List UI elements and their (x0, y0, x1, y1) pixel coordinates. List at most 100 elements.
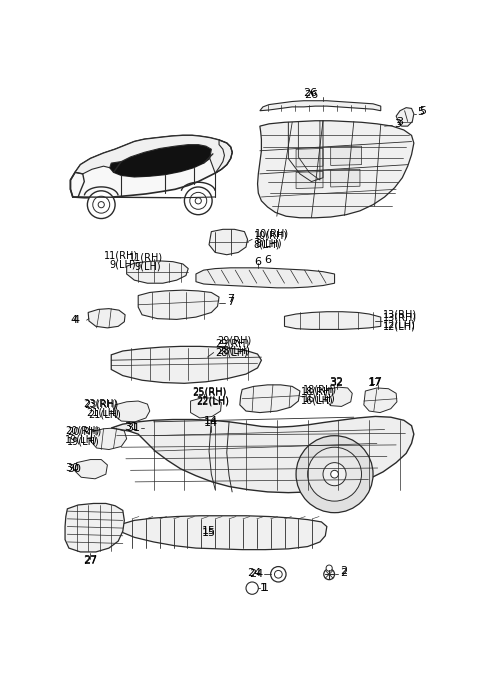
Text: 16(LH): 16(LH) (303, 394, 336, 404)
Text: 23(RH): 23(RH) (83, 399, 117, 408)
Polygon shape (121, 516, 327, 549)
Text: 3: 3 (396, 117, 403, 127)
Text: 18(RH): 18(RH) (301, 386, 336, 396)
Text: 11(RH): 11(RH) (104, 251, 138, 261)
Polygon shape (111, 416, 414, 493)
Text: 14: 14 (204, 418, 218, 428)
Text: 21(LH): 21(LH) (88, 409, 121, 419)
Text: 31: 31 (124, 422, 138, 433)
Text: 10(RH): 10(RH) (255, 229, 289, 239)
Polygon shape (191, 398, 221, 418)
Polygon shape (260, 100, 381, 111)
Text: 2: 2 (340, 566, 347, 576)
Text: 4: 4 (73, 315, 80, 325)
Text: 29(RH): 29(RH) (215, 338, 250, 348)
Polygon shape (258, 121, 414, 218)
Text: 32: 32 (329, 377, 343, 387)
Text: 31: 31 (127, 423, 141, 433)
Polygon shape (138, 290, 219, 319)
Polygon shape (296, 149, 323, 167)
Circle shape (324, 569, 335, 580)
Circle shape (296, 436, 373, 513)
Text: 9(LH): 9(LH) (109, 260, 135, 270)
Polygon shape (396, 108, 414, 126)
Polygon shape (110, 145, 213, 177)
Text: 16(LH): 16(LH) (301, 395, 334, 405)
Text: 6: 6 (254, 257, 261, 267)
Text: 9(LH): 9(LH) (134, 261, 161, 272)
Text: 24: 24 (247, 568, 262, 578)
Text: 24: 24 (249, 569, 263, 579)
Text: 26: 26 (304, 88, 318, 98)
Circle shape (87, 191, 115, 219)
Polygon shape (71, 135, 232, 198)
Polygon shape (331, 169, 360, 187)
Text: 7: 7 (228, 295, 235, 304)
Polygon shape (65, 503, 124, 552)
Text: 14: 14 (204, 416, 218, 426)
Circle shape (331, 471, 338, 478)
Text: 15: 15 (202, 528, 216, 538)
Text: 22(LH): 22(LH) (196, 397, 229, 407)
Text: 23(RH): 23(RH) (84, 400, 119, 410)
Text: 25(RH): 25(RH) (192, 388, 227, 398)
Text: 18(RH): 18(RH) (303, 384, 337, 394)
Polygon shape (364, 388, 397, 413)
Polygon shape (196, 268, 335, 288)
Circle shape (246, 582, 258, 594)
Text: 10(RH): 10(RH) (254, 230, 288, 240)
Text: 28(LH): 28(LH) (215, 348, 248, 358)
Text: 17: 17 (369, 377, 384, 387)
Text: 19(LH): 19(LH) (65, 435, 98, 445)
Text: 11(RH): 11(RH) (129, 252, 163, 262)
Circle shape (326, 565, 332, 571)
Polygon shape (114, 401, 150, 422)
Text: 8(LH): 8(LH) (255, 238, 282, 249)
Text: 19(LH): 19(LH) (67, 436, 100, 446)
Polygon shape (296, 172, 323, 189)
Circle shape (195, 198, 201, 204)
Text: 22(LH): 22(LH) (196, 395, 229, 405)
Text: 30: 30 (65, 463, 79, 473)
Text: 1: 1 (262, 583, 268, 593)
Text: 13(RH): 13(RH) (383, 310, 417, 320)
Text: 30: 30 (67, 464, 81, 474)
Text: 21(LH): 21(LH) (86, 407, 120, 418)
Text: 25(RH): 25(RH) (192, 386, 227, 396)
Polygon shape (285, 312, 381, 329)
Text: 1: 1 (260, 583, 267, 593)
Circle shape (271, 566, 286, 582)
Text: 20(RH): 20(RH) (67, 427, 102, 437)
Text: 8(LH): 8(LH) (254, 240, 280, 250)
Polygon shape (88, 309, 125, 328)
Polygon shape (111, 346, 262, 384)
Circle shape (184, 187, 212, 215)
Circle shape (323, 462, 346, 485)
Text: 12(LH): 12(LH) (383, 319, 416, 329)
Text: 26: 26 (304, 90, 319, 100)
Text: 17: 17 (368, 378, 382, 388)
Text: 20(RH): 20(RH) (65, 425, 99, 435)
Circle shape (308, 447, 361, 501)
Polygon shape (325, 387, 352, 407)
Polygon shape (331, 146, 361, 166)
Polygon shape (240, 385, 300, 413)
Text: 28(LH): 28(LH) (217, 345, 251, 355)
Text: 29(RH): 29(RH) (217, 336, 252, 346)
Text: 27: 27 (84, 555, 97, 566)
Polygon shape (209, 230, 248, 255)
Text: 6: 6 (264, 255, 271, 265)
Text: 12(LH): 12(LH) (383, 321, 416, 331)
Text: 32: 32 (329, 378, 343, 388)
Circle shape (93, 196, 110, 213)
Polygon shape (144, 421, 177, 438)
Polygon shape (110, 145, 213, 177)
Polygon shape (90, 428, 127, 449)
Text: 2: 2 (340, 568, 347, 578)
Text: 5: 5 (419, 106, 426, 115)
Text: 3: 3 (394, 119, 401, 129)
Text: 27: 27 (84, 556, 97, 566)
Text: 15: 15 (202, 526, 216, 536)
Circle shape (275, 570, 282, 578)
Polygon shape (75, 135, 232, 174)
